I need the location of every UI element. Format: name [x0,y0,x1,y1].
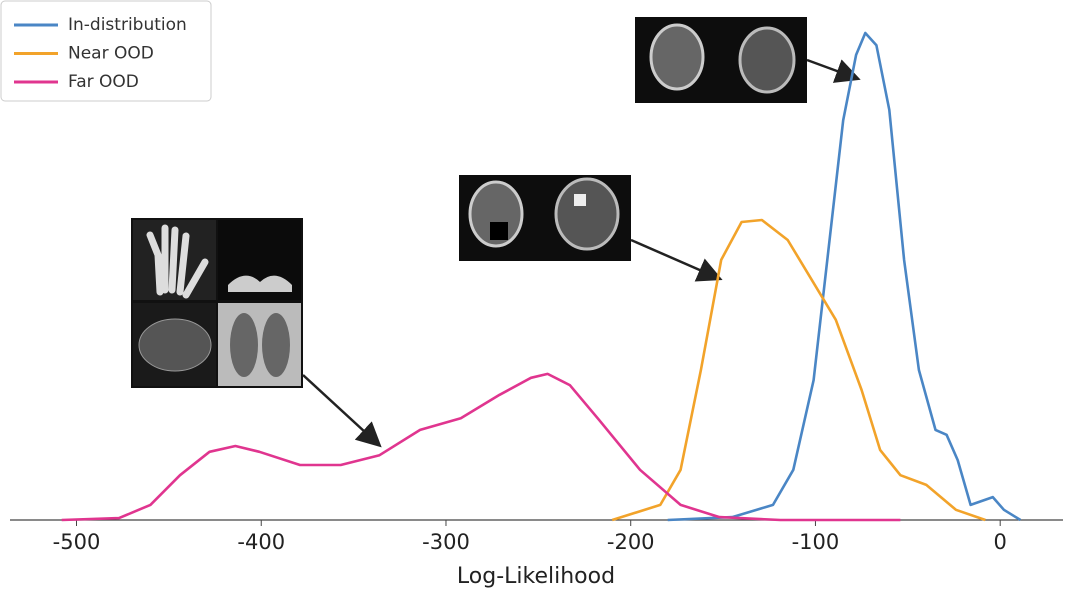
x-tick-label: -100 [792,530,840,554]
x-axis-label: Log-Likelihood [457,564,615,589]
xray-shape [228,275,292,292]
density-line [611,218,986,522]
thumbnails [131,17,861,448]
density-line [61,372,901,522]
legend-label: Near OOD [68,44,154,64]
legend-label: In-distribution [68,15,187,35]
ct-slice [468,180,524,248]
x-tick-label: 0 [994,530,1007,554]
arrow [630,238,723,282]
xray-lung [262,313,290,377]
ct-slice [738,26,796,94]
x-tick-label: -500 [53,530,101,554]
ct-slice [649,23,705,91]
ct-mark [490,222,508,240]
arrow [302,374,382,448]
x-tick-label: -200 [607,530,655,554]
ct-slice [554,177,620,251]
plot-area: -500 -400 -300 -200 -100 0 [10,31,1063,554]
density-line [667,31,1022,522]
xray-lung [230,313,258,377]
xray-hand [146,224,209,299]
arrow [806,58,861,83]
x-tick-label: -300 [422,530,470,554]
legend: In-distribution Near OOD Far OOD [0,0,212,102]
x-tick-label: -400 [237,530,285,554]
legend-label: Far OOD [68,72,139,92]
ct-slice [138,318,212,372]
ct-mark [574,194,586,206]
